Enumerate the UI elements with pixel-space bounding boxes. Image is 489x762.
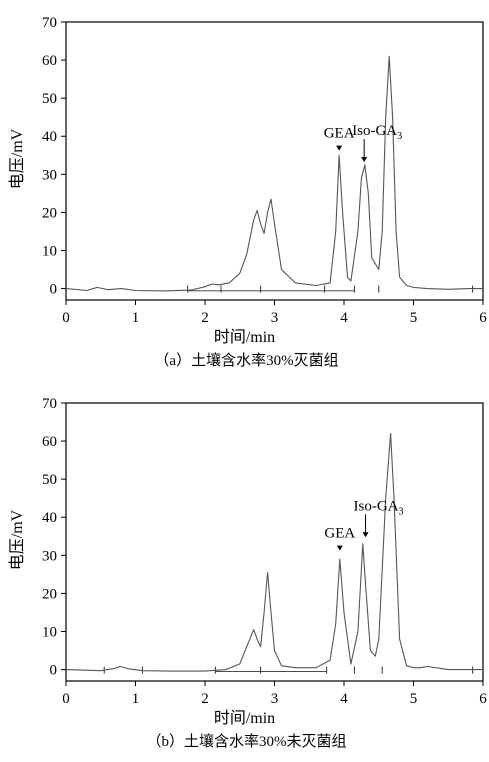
y-tick-label: 30 [42,548,57,564]
y-tick-label: 70 [42,15,57,31]
x-tick-label: 5 [410,691,418,707]
plot-frame [65,402,484,682]
x-tick-label: 1 [132,310,140,326]
y-tick-label: 20 [42,205,57,221]
peak-label-subscript: 3 [397,131,402,142]
peak-label: GEA [324,526,355,542]
x-tick-label: 3 [271,310,279,326]
y-tick-label: 50 [42,91,57,107]
y-axis-title: 电压/mV [8,128,26,189]
y-tick-label: 0 [50,282,58,298]
peak-label: Iso-GA3 [354,498,404,517]
y-tick-label: 60 [42,53,57,69]
peak-label-text: GEA [324,526,355,542]
y-tick-label: 60 [42,434,57,450]
chromatogram-series-line [65,55,483,292]
peak-label-text: GEA [324,126,355,142]
peak-marker-icon [362,532,369,538]
y-tick-label: 70 [42,396,57,412]
peak-label-subscript: 3 [399,506,404,517]
x-tick-label: 4 [340,691,348,707]
y-tick-label: 40 [42,129,57,145]
x-axis-title: 时间/min [214,328,275,346]
x-tick-label: 5 [410,310,418,326]
x-tick-label: 1 [132,691,140,707]
y-tick-label: 40 [42,510,57,526]
panel-caption: （a）土壤含水率30%灭菌组 [154,351,338,369]
chromatogram-series-line [65,432,483,672]
x-tick-label: 0 [62,310,70,326]
y-tick-label: 30 [42,167,57,183]
x-tick-label: 4 [340,310,348,326]
y-tick-label: 10 [42,624,57,640]
chart-panel-b: 0 10 20 30 40 50 60 70 0 1 2 3 4 5 6 时间/min 电压/mV （b）土壤含水… [8,396,487,750]
peak-label: GEA [324,126,355,142]
y-tick-label: 0 [50,663,58,679]
y-tick-label: 10 [42,243,57,259]
panel-caption: （b）土壤含水率30%未灭菌组 [147,732,347,750]
x-tick-label: 6 [479,310,487,326]
y-axis-title: 电压/mV [8,509,26,570]
peak-label-text: Iso-GA [352,123,397,139]
peak-label: Iso-GA3 [352,123,402,142]
chart-panel-a: 0 10 20 30 40 50 60 70 0 1 2 3 4 5 6 时间/min 电压/mV （a）土壤含水… [8,15,487,369]
plot-frame [65,21,484,301]
peak-marker-icon [336,145,343,151]
x-tick-label: 2 [201,691,209,707]
peak-marker-icon [336,545,343,551]
x-tick-label: 2 [201,310,209,326]
peak-label-text: Iso-GA [354,498,399,514]
y-tick-label: 50 [42,472,57,488]
x-tick-label: 0 [62,691,70,707]
x-tick-label: 3 [271,691,279,707]
x-axis-title: 时间/min [214,709,275,727]
y-tick-label: 20 [42,586,57,602]
peak-marker-icon [361,157,368,162]
x-tick-label: 6 [479,691,487,707]
